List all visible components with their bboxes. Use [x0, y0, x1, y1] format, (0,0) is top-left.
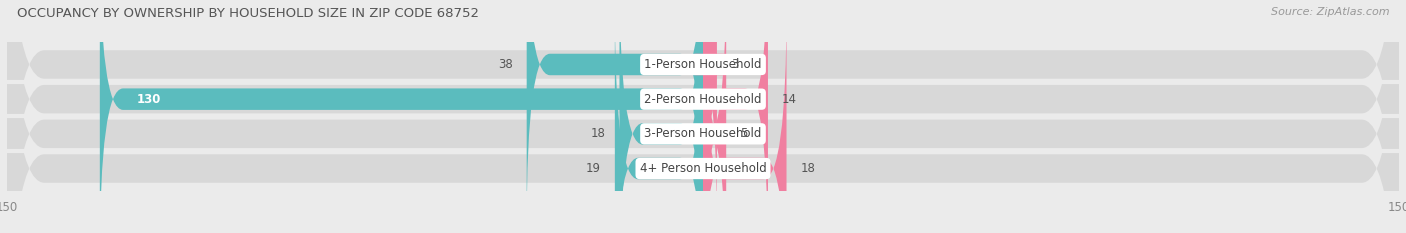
Text: Source: ZipAtlas.com: Source: ZipAtlas.com: [1271, 7, 1389, 17]
FancyBboxPatch shape: [100, 0, 703, 233]
Text: 38: 38: [498, 58, 513, 71]
Text: 18: 18: [800, 162, 815, 175]
FancyBboxPatch shape: [7, 0, 1399, 233]
Text: 19: 19: [586, 162, 600, 175]
FancyBboxPatch shape: [703, 6, 786, 233]
Text: 4+ Person Household: 4+ Person Household: [640, 162, 766, 175]
FancyBboxPatch shape: [7, 0, 1399, 233]
FancyBboxPatch shape: [7, 0, 1399, 233]
FancyBboxPatch shape: [7, 0, 1399, 233]
FancyBboxPatch shape: [614, 6, 703, 233]
Text: 3-Person Household: 3-Person Household: [644, 127, 762, 140]
FancyBboxPatch shape: [703, 0, 725, 233]
Text: OCCUPANCY BY OWNERSHIP BY HOUSEHOLD SIZE IN ZIP CODE 68752: OCCUPANCY BY OWNERSHIP BY HOUSEHOLD SIZE…: [17, 7, 479, 20]
FancyBboxPatch shape: [703, 0, 768, 233]
Text: 1-Person Household: 1-Person Household: [644, 58, 762, 71]
Text: 130: 130: [136, 93, 162, 106]
Text: 14: 14: [782, 93, 797, 106]
FancyBboxPatch shape: [620, 0, 703, 233]
FancyBboxPatch shape: [527, 0, 703, 227]
Text: 3: 3: [731, 58, 738, 71]
Text: 18: 18: [591, 127, 606, 140]
Text: 5: 5: [740, 127, 748, 140]
Text: 2-Person Household: 2-Person Household: [644, 93, 762, 106]
FancyBboxPatch shape: [693, 0, 725, 227]
